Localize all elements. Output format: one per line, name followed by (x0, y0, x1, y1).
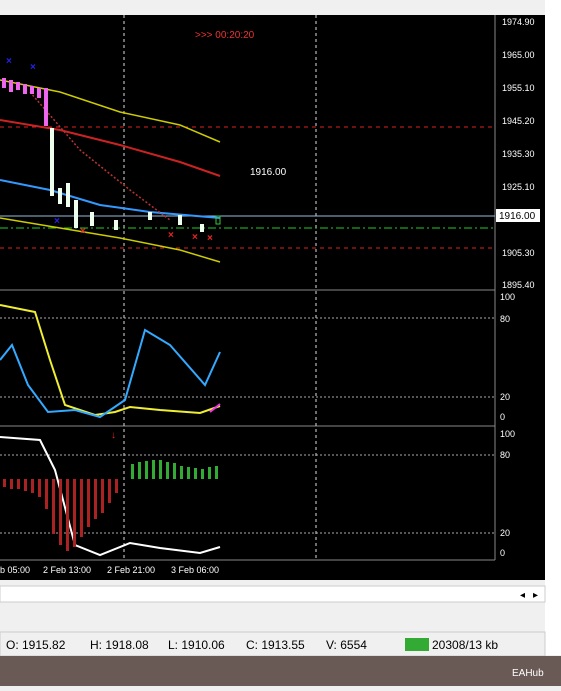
indicator-label: 0 (500, 548, 505, 558)
vertical-separators (123, 15, 317, 560)
histogram (3, 460, 218, 551)
candles (2, 78, 221, 232)
time-label: 2 Feb 13:00 (43, 565, 91, 575)
indicator-label: 20 (500, 528, 510, 538)
time-label: 3 Feb 06:00 (171, 565, 219, 575)
chart-area (0, 15, 545, 580)
scroll-left[interactable]: ◂ (520, 590, 525, 601)
status-value: V: 6554 (326, 638, 367, 652)
countdown: >>> 00:20:20 (195, 30, 255, 41)
side-strip (545, 0, 561, 655)
svg-text:×: × (207, 233, 213, 244)
svg-text:×: × (54, 216, 60, 227)
status-value: C: 1913.55 (246, 638, 305, 652)
indicator-label: 0 (500, 412, 505, 422)
indicator-label: 100 (500, 292, 515, 302)
price-label: 1974.90 (502, 17, 535, 27)
status-value: O: 1915.82 (6, 638, 66, 652)
indicator-label: 20 (500, 392, 510, 402)
price-label: 1945.20 (502, 116, 535, 126)
time-label: 2 Feb 21:00 (107, 565, 155, 575)
price-label: 1925.10 (502, 182, 535, 192)
indicator-label: 80 (500, 314, 510, 324)
signal-markers: × × × × × × × ↓ (6, 56, 213, 441)
indicator-label: 100 (500, 429, 515, 439)
indicator-label: 80 (500, 450, 510, 460)
taskbar (0, 656, 561, 686)
svg-text:×: × (192, 232, 198, 243)
svg-text:×: × (30, 62, 36, 73)
price-label: 1935.30 (502, 149, 535, 159)
price-label: 1905.30 (502, 248, 535, 258)
current-price: 1916.00 (499, 211, 536, 222)
current-price-box (496, 209, 540, 222)
watermark: EAHub (512, 668, 544, 679)
svg-text:↓: ↓ (111, 430, 116, 441)
price-label: 1955.10 (502, 83, 535, 93)
status-value: 20308/13 kb (432, 638, 498, 652)
big-price: 1916.00 (250, 167, 287, 178)
connection-icon (405, 638, 429, 651)
indicator-curves (0, 79, 221, 557)
time-label: b 05:00 (0, 565, 30, 575)
price-label: 1965.00 (502, 50, 535, 60)
scrollbar[interactable] (0, 585, 546, 603)
price-label: 1895.40 (502, 280, 535, 290)
status-bar (0, 631, 546, 657)
levels (0, 126, 495, 534)
status-value: L: 1910.06 (168, 638, 225, 652)
status-value: H: 1918.08 (90, 638, 149, 652)
svg-text:×: × (6, 56, 12, 67)
scroll-right[interactable]: ▸ (533, 590, 538, 601)
svg-text:×: × (168, 230, 174, 241)
svg-text:×: × (80, 226, 86, 237)
